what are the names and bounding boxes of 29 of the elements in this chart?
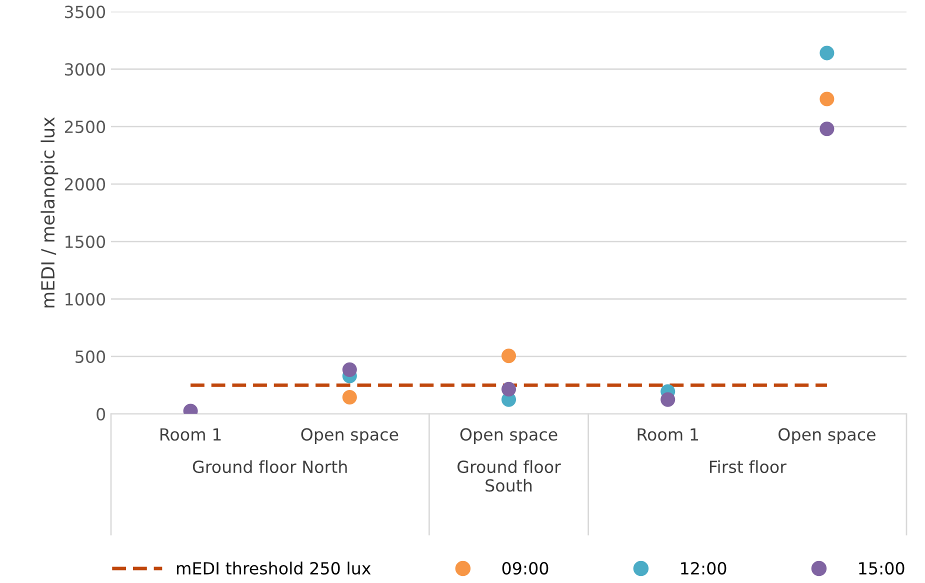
y-tick-label: 3000 [64, 63, 106, 76]
x-tick-label: Open space [460, 428, 558, 444]
legend-label: mEDI threshold 250 lux [177, 562, 371, 575]
x-tick-label: Room 1 [160, 428, 221, 441]
point [820, 92, 834, 106]
text: Ground floor South [458, 460, 561, 492]
point [820, 46, 834, 60]
y-tick-label: 1000 [66, 292, 106, 306]
x-tick-label: Room 1 [638, 428, 698, 441]
point [342, 362, 357, 377]
legend-label: 09:00 [502, 562, 548, 575]
y-tick-label: 1500 [66, 235, 106, 248]
y-axis-title: mEDI / melanopic lux [40, 117, 58, 308]
y-tick-label: 2000 [64, 178, 106, 191]
y-tick-label: 0 [96, 408, 106, 420]
y-tick-label: 500 [76, 350, 106, 364]
x-tick-label: Open space [778, 428, 876, 444]
point [660, 392, 676, 407]
point [820, 122, 834, 136]
legend-label: 12:00 [681, 562, 726, 575]
x-tick-label: Open space [301, 428, 398, 444]
y-tick-label: 2500 [64, 120, 106, 134]
text: Ground floor North [192, 460, 347, 474]
point [501, 382, 516, 397]
point [342, 390, 357, 405]
legend-label: 15:00 [859, 562, 904, 575]
y-tick-label: 3500 [64, 6, 106, 18]
point [501, 348, 516, 364]
text: First floor [710, 460, 786, 474]
